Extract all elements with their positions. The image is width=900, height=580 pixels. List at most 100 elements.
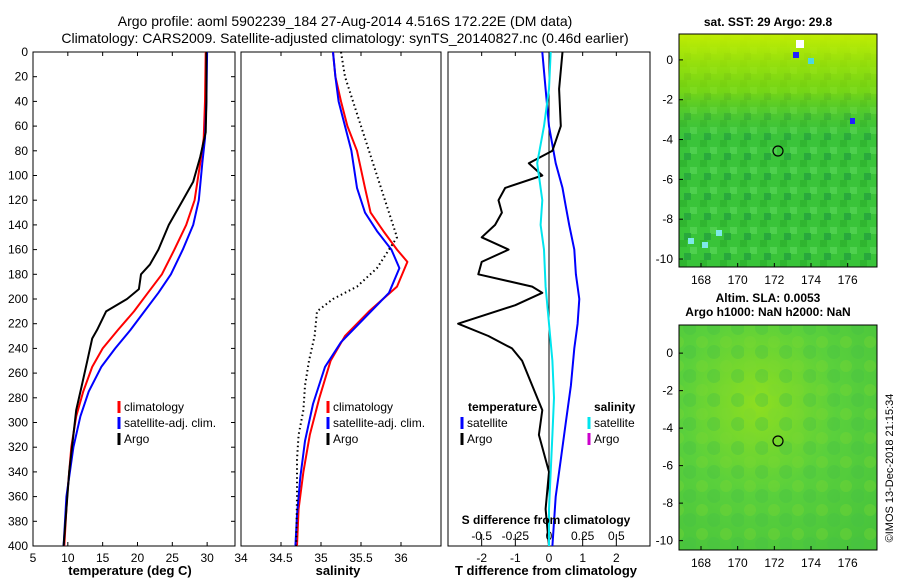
lon-tick-label: 172 bbox=[764, 556, 784, 570]
sst-argo-location-marker bbox=[772, 145, 784, 157]
series-line-argo bbox=[295, 51, 398, 547]
salinity-axis-ticks: 34 34.5 35 35.5 36 bbox=[234, 52, 408, 565]
sst-map-title: sat. SST: 29 Argo: 29.8 bbox=[704, 15, 833, 29]
depth-tick-label: 340 bbox=[8, 465, 28, 479]
temperature-panel: 0204060801001201401601802002202402602803… bbox=[8, 45, 650, 578]
sla-map: Altim. SLA: 0.0053 Argo h1000: NaN h2000… bbox=[656, 291, 878, 570]
series-line-satellite-adj-clim- bbox=[62, 51, 209, 547]
depth-tick-label: 400 bbox=[8, 539, 28, 553]
sst-cloud-gaps bbox=[688, 40, 855, 248]
lat-tick-label: -10 bbox=[656, 252, 674, 266]
x-tick-label: 5 bbox=[30, 551, 37, 565]
lat-tick-label: 0 bbox=[666, 346, 673, 360]
x-tick-label: 10 bbox=[61, 551, 75, 565]
salinity-legend: climatology satellite-adj. clim. Argo bbox=[326, 400, 425, 446]
s-diff-tick-label: 0.5 bbox=[608, 529, 625, 543]
legend-sal-satellite: satellite-adj. clim. bbox=[333, 416, 425, 430]
lat-tick-label: -6 bbox=[662, 459, 673, 473]
temperature-legend: climatology satellite-adj. clim. Argo bbox=[117, 400, 216, 446]
temperature-axes bbox=[32, 51, 236, 547]
lat-tick-label: -8 bbox=[662, 496, 673, 510]
difference-panel: -2 -1 0 1 2 -0.5 -0.25 0 0.25 0.5 S difference f… bbox=[447, 51, 651, 578]
sla-map-frame bbox=[678, 324, 878, 551]
series-line-t-satellite bbox=[541, 51, 581, 547]
depth-tick-label: 360 bbox=[8, 490, 28, 504]
x-tick-label: 2 bbox=[613, 551, 620, 565]
depth-tick-label: 320 bbox=[8, 440, 28, 454]
depth-tick-label: 100 bbox=[8, 169, 28, 183]
x-tick-label: 30 bbox=[200, 551, 214, 565]
difference-profiles bbox=[457, 51, 581, 547]
x-tick-label: -1 bbox=[510, 551, 521, 565]
lat-tick-label: -4 bbox=[662, 133, 673, 147]
x-tick-label: 34 bbox=[234, 551, 248, 565]
depth-tick-label: 380 bbox=[8, 514, 28, 528]
sst-warm-band bbox=[679, 34, 877, 267]
depth-tick-label: 260 bbox=[8, 366, 28, 380]
legend-sal-argo: Argo bbox=[333, 432, 359, 446]
lon-tick-label: 174 bbox=[801, 556, 821, 570]
depth-tick-label: 220 bbox=[8, 317, 28, 331]
header-line1: Argo profile: aoml 5902239_184 27-Aug-20… bbox=[118, 13, 573, 29]
series-line-climatology bbox=[296, 51, 409, 547]
temperature-profiles bbox=[62, 51, 209, 547]
sst-lat-ticks: 0 -2 -4 -6 -8 -10 bbox=[656, 53, 683, 266]
copyright-stamp: ©IMOS 13-Dec-2018 21:15:34 bbox=[884, 394, 896, 543]
t-diff-axis-ticks: -2 -1 0 1 2 bbox=[476, 52, 620, 565]
depth-tick-label: 280 bbox=[8, 391, 28, 405]
lat-tick-label: 0 bbox=[666, 53, 673, 67]
legend-temperature-title: temperature bbox=[468, 400, 538, 414]
salinity-panel: 34 34.5 35 35.5 36 salinity climatology sate… bbox=[234, 51, 442, 578]
lon-tick-label: 170 bbox=[728, 556, 748, 570]
legend-argo: Argo bbox=[124, 432, 150, 446]
x-tick-label: 36 bbox=[394, 551, 408, 565]
x-tick-label: 0 bbox=[546, 551, 553, 565]
x-tick-label: 35.5 bbox=[349, 551, 373, 565]
sst-map-frame bbox=[678, 33, 878, 268]
x-tick-label: 15 bbox=[96, 551, 110, 565]
temperature-xlabel: temperature (deg C) bbox=[68, 563, 192, 578]
sla-argo-location-marker bbox=[772, 435, 784, 447]
series-line-argo bbox=[62, 52, 208, 547]
sla-map-subtitle: Argo h1000: NaN h2000: NaN bbox=[685, 305, 850, 319]
header-line2: Climatology: CARS2009. Satellite-adjuste… bbox=[61, 30, 628, 46]
lon-tick-label: 168 bbox=[691, 556, 711, 570]
depth-tick-label: 120 bbox=[8, 193, 28, 207]
sla-lon-ticks: 168 170 172 174 176 bbox=[691, 546, 858, 570]
lat-tick-label: -8 bbox=[662, 212, 673, 226]
lon-tick-label: 174 bbox=[801, 273, 821, 287]
temperature-axis-ticks: 5 10 15 20 25 30 bbox=[30, 52, 214, 565]
depth-tick-label: 160 bbox=[8, 243, 28, 257]
series-line-satellite-adj-clim- bbox=[294, 51, 401, 547]
depth-tick-label: 0 bbox=[21, 45, 28, 59]
sla-map-title: Altim. SLA: 0.0053 bbox=[716, 291, 821, 305]
legend-sal-climatology: climatology bbox=[333, 400, 393, 414]
legend-t-argo: Argo bbox=[467, 432, 493, 446]
salinity-profiles bbox=[294, 51, 409, 547]
series-line-t-argo bbox=[457, 51, 564, 547]
lat-tick-label: -6 bbox=[662, 172, 673, 186]
lon-tick-label: 176 bbox=[838, 556, 858, 570]
s-diff-tick-label: 0.25 bbox=[571, 529, 595, 543]
x-tick-label: 25 bbox=[166, 551, 180, 565]
series-line-s-satellite bbox=[536, 51, 555, 546]
sla-lat-ticks: 0 -2 -4 -6 -8 -10 bbox=[656, 346, 683, 548]
legend-s-argo: Argo bbox=[594, 432, 620, 446]
legend-t-satellite: satellite bbox=[467, 416, 508, 430]
x-tick-label: 1 bbox=[579, 551, 586, 565]
s-diff-tick-label: -0.5 bbox=[471, 529, 492, 543]
depth-tick-label: 40 bbox=[15, 94, 29, 108]
salinity-axes bbox=[240, 51, 442, 547]
x-tick-label: 20 bbox=[131, 551, 145, 565]
lat-tick-label: -2 bbox=[662, 93, 673, 107]
lat-tick-label: -4 bbox=[662, 421, 673, 435]
lon-tick-label: 168 bbox=[691, 273, 711, 287]
lat-tick-label: -2 bbox=[662, 384, 673, 398]
s-diff-tick-label: -0.25 bbox=[502, 529, 530, 543]
depth-tick-label: 80 bbox=[15, 144, 29, 158]
x-tick-label: 35 bbox=[314, 551, 328, 565]
lat-tick-label: -10 bbox=[656, 534, 674, 548]
difference-legend: temperature satellite Argo salinity sate… bbox=[460, 400, 636, 446]
t-diff-xlabel: T difference from climatology bbox=[455, 563, 638, 578]
